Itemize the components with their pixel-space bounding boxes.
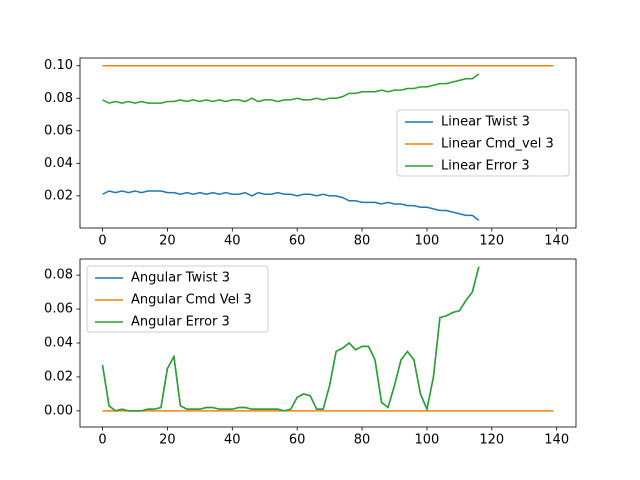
x-tick-label: 20 [159,433,176,448]
y-tick-label: 0.06 [44,123,73,138]
legend-box [86,265,269,333]
x-tick-label: 0 [98,234,106,249]
x-tick-label: 140 [544,433,569,448]
x-tick-label: 20 [159,234,176,249]
legend-label: Linear Cmd_vel 3 [441,137,554,152]
y-tick-label: 0.06 [44,302,73,317]
x-tick-label: 140 [544,234,569,249]
y-tick-label: 0.08 [44,268,73,283]
legend-label: Angular Cmd Vel 3 [131,293,252,308]
x-tick-label: 80 [354,234,371,249]
axes-frame [79,57,577,229]
x-tick-label: 100 [415,234,440,249]
y-tick-label: 0.04 [44,156,73,171]
x-tick-label: 120 [479,234,504,249]
legend-label: Angular Twist 3 [131,271,230,286]
series-line [102,73,480,104]
y-tick-label: 0.02 [44,188,73,203]
x-tick-label: 100 [415,433,440,448]
y-tick-label: 0.02 [44,369,73,384]
x-tick-label: 40 [224,234,241,249]
x-tick-label: 0 [98,433,106,448]
legend-label: Linear Error 3 [441,159,530,174]
y-tick-label: 0.04 [44,336,73,351]
x-tick-label: 60 [289,234,306,249]
y-tick-label: 0.00 [44,403,73,418]
x-tick-label: 60 [289,433,306,448]
series-line [102,190,480,221]
x-tick-label: 40 [224,433,241,448]
legend-label: Angular Error 3 [131,315,230,330]
y-tick-label: 0.10 [44,58,73,73]
x-tick-label: 80 [354,433,371,448]
legend-label: Linear Twist 3 [441,115,530,130]
legend-box [396,109,570,177]
series-line [101,266,480,412]
y-tick-label: 0.08 [44,91,73,106]
x-tick-label: 120 [479,433,504,448]
